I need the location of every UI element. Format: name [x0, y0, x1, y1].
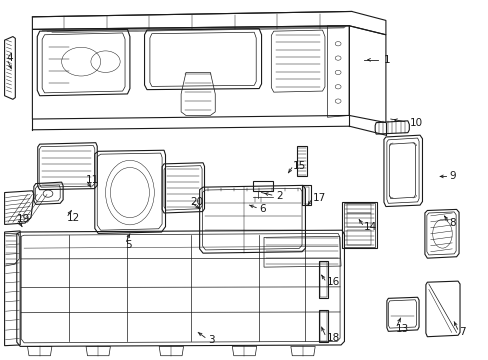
Bar	[253, 181, 272, 191]
Bar	[346, 204, 370, 213]
Text: 19: 19	[17, 215, 30, 224]
Text: 10: 10	[409, 118, 423, 128]
Bar	[302, 185, 310, 205]
Bar	[346, 213, 370, 227]
Text: 2: 2	[276, 191, 282, 201]
Bar	[341, 202, 376, 248]
Text: 18: 18	[326, 333, 339, 343]
Bar	[343, 203, 374, 247]
Text: 14: 14	[363, 222, 376, 231]
Bar	[320, 262, 326, 297]
Text: 9: 9	[448, 171, 455, 181]
Bar	[318, 310, 328, 342]
Text: 3: 3	[207, 334, 214, 345]
Text: 20: 20	[189, 197, 203, 207]
Text: 12: 12	[66, 213, 80, 222]
Text: 4: 4	[6, 53, 13, 63]
Text: 11: 11	[86, 175, 99, 185]
Bar	[320, 311, 326, 341]
Bar	[296, 146, 307, 176]
Bar	[346, 230, 370, 244]
Bar	[318, 261, 328, 298]
Text: 6: 6	[259, 204, 265, 214]
Bar	[303, 187, 309, 204]
Text: 5: 5	[125, 239, 131, 249]
Text: 15: 15	[293, 161, 306, 171]
Text: 16: 16	[326, 277, 339, 287]
Text: 7: 7	[458, 327, 465, 337]
Text: 1: 1	[383, 55, 389, 65]
Text: 8: 8	[448, 218, 455, 228]
Text: 17: 17	[312, 193, 325, 203]
Text: 13: 13	[395, 324, 408, 334]
